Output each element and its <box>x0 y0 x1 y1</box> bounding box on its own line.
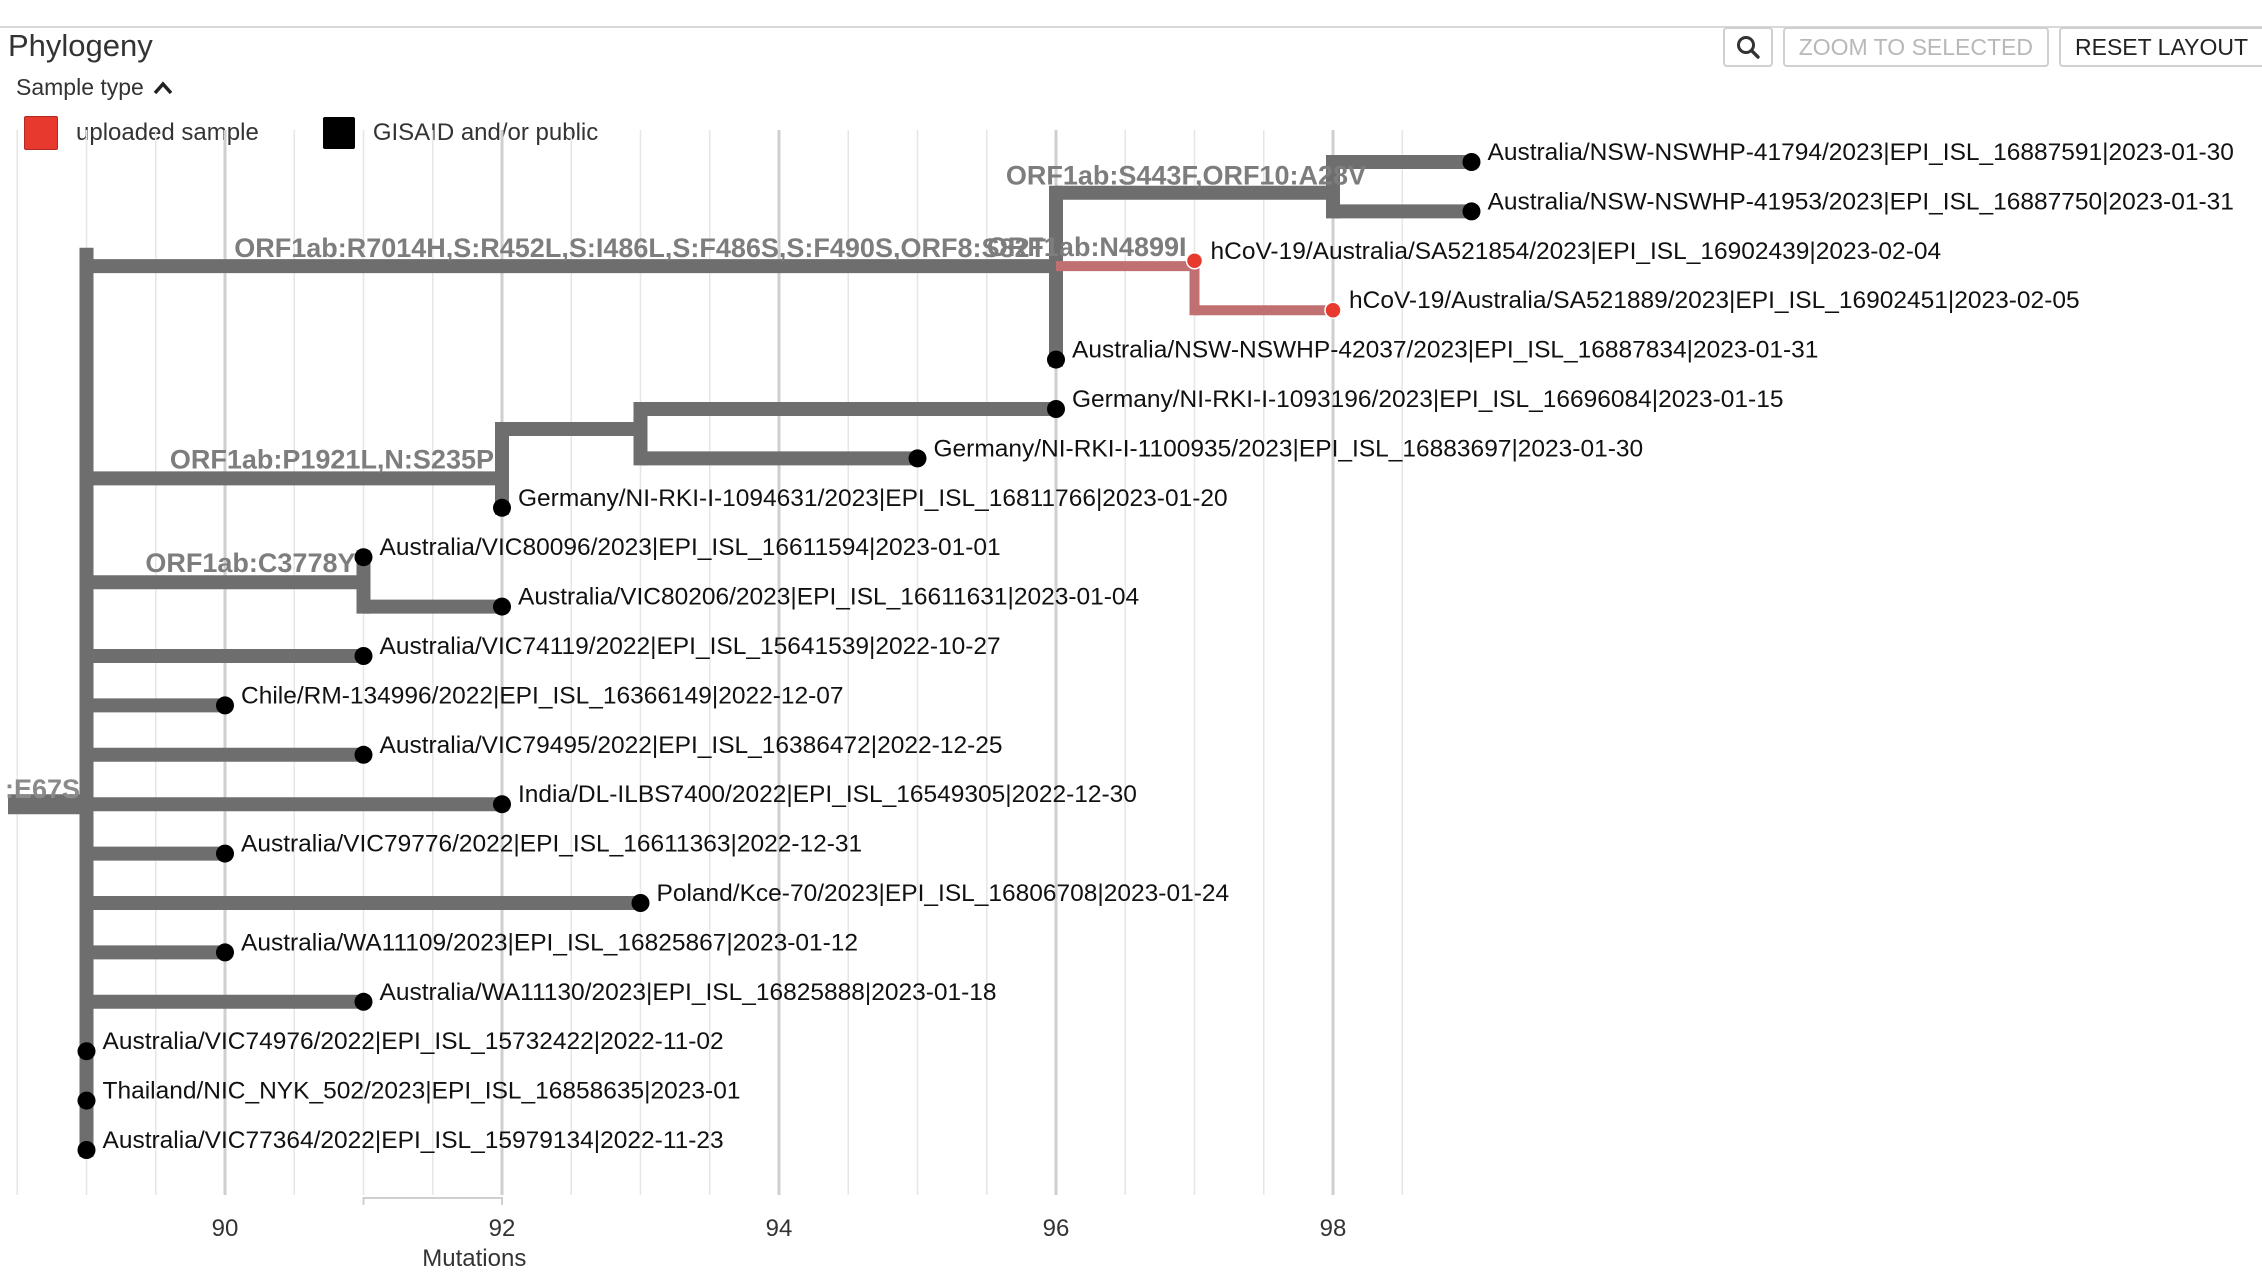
leaf-label: Australia/WA11109/2023|EPI_ISL_16825867|… <box>241 929 858 956</box>
leaf-label: Germany/NI-RKI-I-1094631/2023|EPI_ISL_16… <box>518 485 1228 512</box>
public-node[interactable] <box>216 943 234 962</box>
leaf-label: Australia/VIC79776/2022|EPI_ISL_16611363… <box>241 831 862 858</box>
public-node[interactable] <box>354 647 373 665</box>
public-node[interactable] <box>354 992 373 1011</box>
leaf-label: hCoV-19/Australia/SA521889/2023|EPI_ISL_… <box>1349 287 2080 314</box>
public-node[interactable] <box>1462 153 1481 171</box>
mutation-label: ORF1ab:N4899I <box>987 232 1187 262</box>
public-node[interactable] <box>216 844 234 863</box>
public-node[interactable] <box>77 1141 96 1159</box>
search-button[interactable] <box>1722 27 1773 67</box>
public-node[interactable] <box>216 696 234 715</box>
public-swatch <box>322 117 355 149</box>
uploaded-swatch <box>24 116 58 150</box>
sample-type-legend: uploaded sample GISAID and/or public <box>24 116 662 150</box>
public-node[interactable] <box>1047 350 1065 369</box>
zoom-to-selected-button[interactable]: ZOOM TO SELECTED <box>1782 27 2050 67</box>
mutation-label: ORF1ab:S443F,ORF10:A28V <box>1006 161 1366 191</box>
sample-type-label: Sample type <box>16 74 144 100</box>
header-divider <box>0 26 2262 28</box>
legend-label-uploaded: uploaded sample <box>76 119 259 146</box>
mutation-label: ORF1ab:C3778Y <box>145 548 355 578</box>
chevron-up-icon <box>153 80 173 94</box>
uploaded-node[interactable] <box>1324 301 1342 319</box>
leaf-label: Australia/VIC80206/2023|EPI_ISL_16611631… <box>518 584 1139 611</box>
mutation-label: ORF1ab:R7014H,S:R452L,S:I486L,S:F486S,S:… <box>234 233 1046 263</box>
axis-tick-label: 98 <box>1320 1215 1347 1242</box>
sample-type-toggle[interactable]: Sample type <box>16 74 174 101</box>
axis-tick-label: 90 <box>212 1215 239 1242</box>
reset-layout-button[interactable]: RESET LAYOUT <box>2059 27 2262 67</box>
legend-item-public: GISAID and/or public <box>322 117 599 149</box>
mutation-label: :E67S <box>5 774 80 804</box>
public-node[interactable] <box>77 1042 96 1061</box>
axis-bracket <box>362 1197 503 1205</box>
uploaded-node[interactable] <box>1185 252 1204 270</box>
leaf-label: Thailand/NIC_NYK_502/2023|EPI_ISL_168586… <box>103 1078 741 1105</box>
public-node[interactable] <box>493 795 511 814</box>
leaf-label: Australia/WA11130/2023|EPI_ISL_16825888|… <box>380 979 997 1006</box>
leaf-label: Australia/VIC74976/2022|EPI_ISL_15732422… <box>103 1028 724 1055</box>
legend-item-uploaded: uploaded sample <box>24 116 259 150</box>
leaf-label: Australia/NSW-NSWHP-41794/2023|EPI_ISL_1… <box>1488 139 2234 166</box>
page-title: Phylogeny <box>8 28 153 63</box>
tree-toolbar: ZOOM TO SELECTED RESET LAYOUT <box>1722 27 2262 67</box>
leaf-label: hCoV-19/Australia/SA521854/2023|EPI_ISL_… <box>1211 238 1942 265</box>
leaf-label: Germany/NI-RKI-I-1093196/2023|EPI_ISL_16… <box>1072 386 1783 413</box>
public-node[interactable] <box>77 1091 96 1110</box>
leaf-label: Germany/NI-RKI-I-1100935/2023|EPI_ISL_16… <box>934 435 1644 462</box>
public-node[interactable] <box>493 597 511 616</box>
leaf-label: Australia/VIC79495/2022|EPI_ISL_16386472… <box>380 732 1003 759</box>
public-node[interactable] <box>908 449 927 468</box>
leaf-label: Poland/Kce-70/2023|EPI_ISL_16806708|2023… <box>657 880 1230 907</box>
leaf-label: Australia/VIC80096/2023|EPI_ISL_16611594… <box>380 534 1001 561</box>
leaf-label: Australia/VIC74119/2022|EPI_ISL_15641539… <box>380 633 1001 660</box>
public-node[interactable] <box>1462 202 1481 221</box>
leaf-label: India/DL-ILBS7400/2022|EPI_ISL_16549305|… <box>518 781 1137 808</box>
legend-label-public: GISAID and/or public <box>372 119 599 146</box>
public-node[interactable] <box>1047 400 1065 418</box>
leaf-label: Australia/NSW-NSWHP-41953/2023|EPI_ISL_1… <box>1488 188 2234 215</box>
axis-title: Mutations <box>422 1245 526 1272</box>
mutation-label: ORF1ab:P1921L,N:S235P <box>170 444 494 474</box>
leaf-label: Australia/VIC77364/2022|EPI_ISL_15979134… <box>103 1127 724 1154</box>
leaf-label: Australia/NSW-NSWHP-42037/2023|EPI_ISL_1… <box>1072 337 1818 364</box>
magnifier-icon <box>1736 36 1760 59</box>
axis-tick-label: 96 <box>1043 1215 1070 1242</box>
public-node[interactable] <box>493 498 511 517</box>
public-node[interactable] <box>354 548 373 567</box>
axis-tick-label: 92 <box>489 1215 516 1242</box>
public-node[interactable] <box>631 894 650 912</box>
public-node[interactable] <box>354 745 373 764</box>
leaf-label: Chile/RM-134996/2022|EPI_ISL_16366149|20… <box>241 682 844 709</box>
axis-tick-label: 94 <box>766 1215 793 1242</box>
